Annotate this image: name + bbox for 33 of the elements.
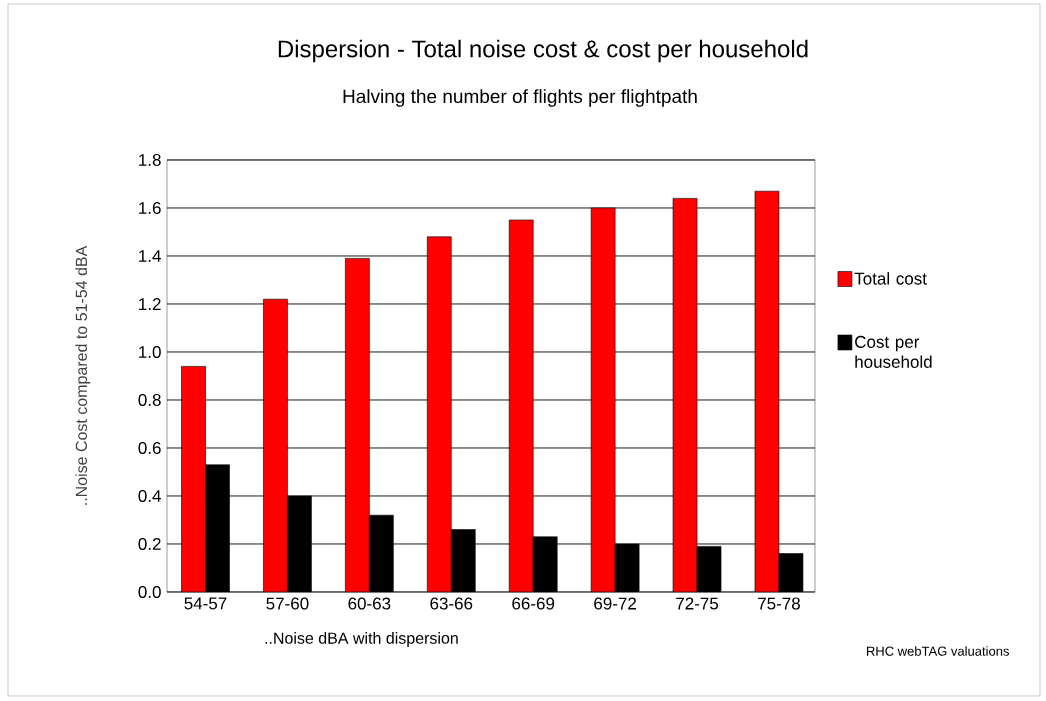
x-tick-label: 75-78 <box>758 597 800 610</box>
x-tick-label: 72-75 <box>676 597 719 610</box>
y-tick-label: 1.0 <box>139 345 161 359</box>
x-tick-label: 54-57 <box>184 597 227 610</box>
text: RHC webTAG valuations <box>867 646 1009 656</box>
x-tick-label: 66-69 <box>512 597 555 610</box>
y-tick-label: 1.4 <box>139 250 161 262</box>
bar <box>263 299 288 592</box>
y-tick-label: 0.8 <box>138 393 161 407</box>
x-axis-title: ..Noise dBA with dispersion <box>265 632 458 647</box>
legend-label: Cost per household <box>855 335 932 368</box>
y-tick-label: 1.8 <box>139 153 161 167</box>
x-tick-label: 57-60 <box>266 597 309 610</box>
y-tick-label: 0.2 <box>138 537 161 551</box>
chart-subtitle: Halving the number of flights per flightpath <box>343 89 697 107</box>
legend-label: Total cost <box>854 272 927 285</box>
y-tick-label: 0.4 <box>138 489 161 503</box>
y-tick-label: 0.6 <box>138 441 161 455</box>
y-tick-label: 0.0 <box>138 585 161 599</box>
bar <box>591 207 616 592</box>
bar <box>509 219 534 592</box>
y-tick-label: 1.2 <box>139 298 161 310</box>
bar <box>427 236 452 592</box>
x-tick-label: 69-72 <box>594 597 636 610</box>
bar <box>345 258 370 592</box>
bar <box>673 198 698 592</box>
x-tick-label: 63-66 <box>430 597 473 610</box>
bar <box>754 190 780 592</box>
y-tick-label: 1.6 <box>139 201 161 215</box>
x-tick-label: 60-63 <box>348 597 391 610</box>
y-axis-title: ..Noise Cost compared to 51-54 dBA <box>75 245 91 505</box>
bar <box>181 366 206 592</box>
chart-title: Dispersion - Total noise cost & cost per household <box>278 39 808 63</box>
